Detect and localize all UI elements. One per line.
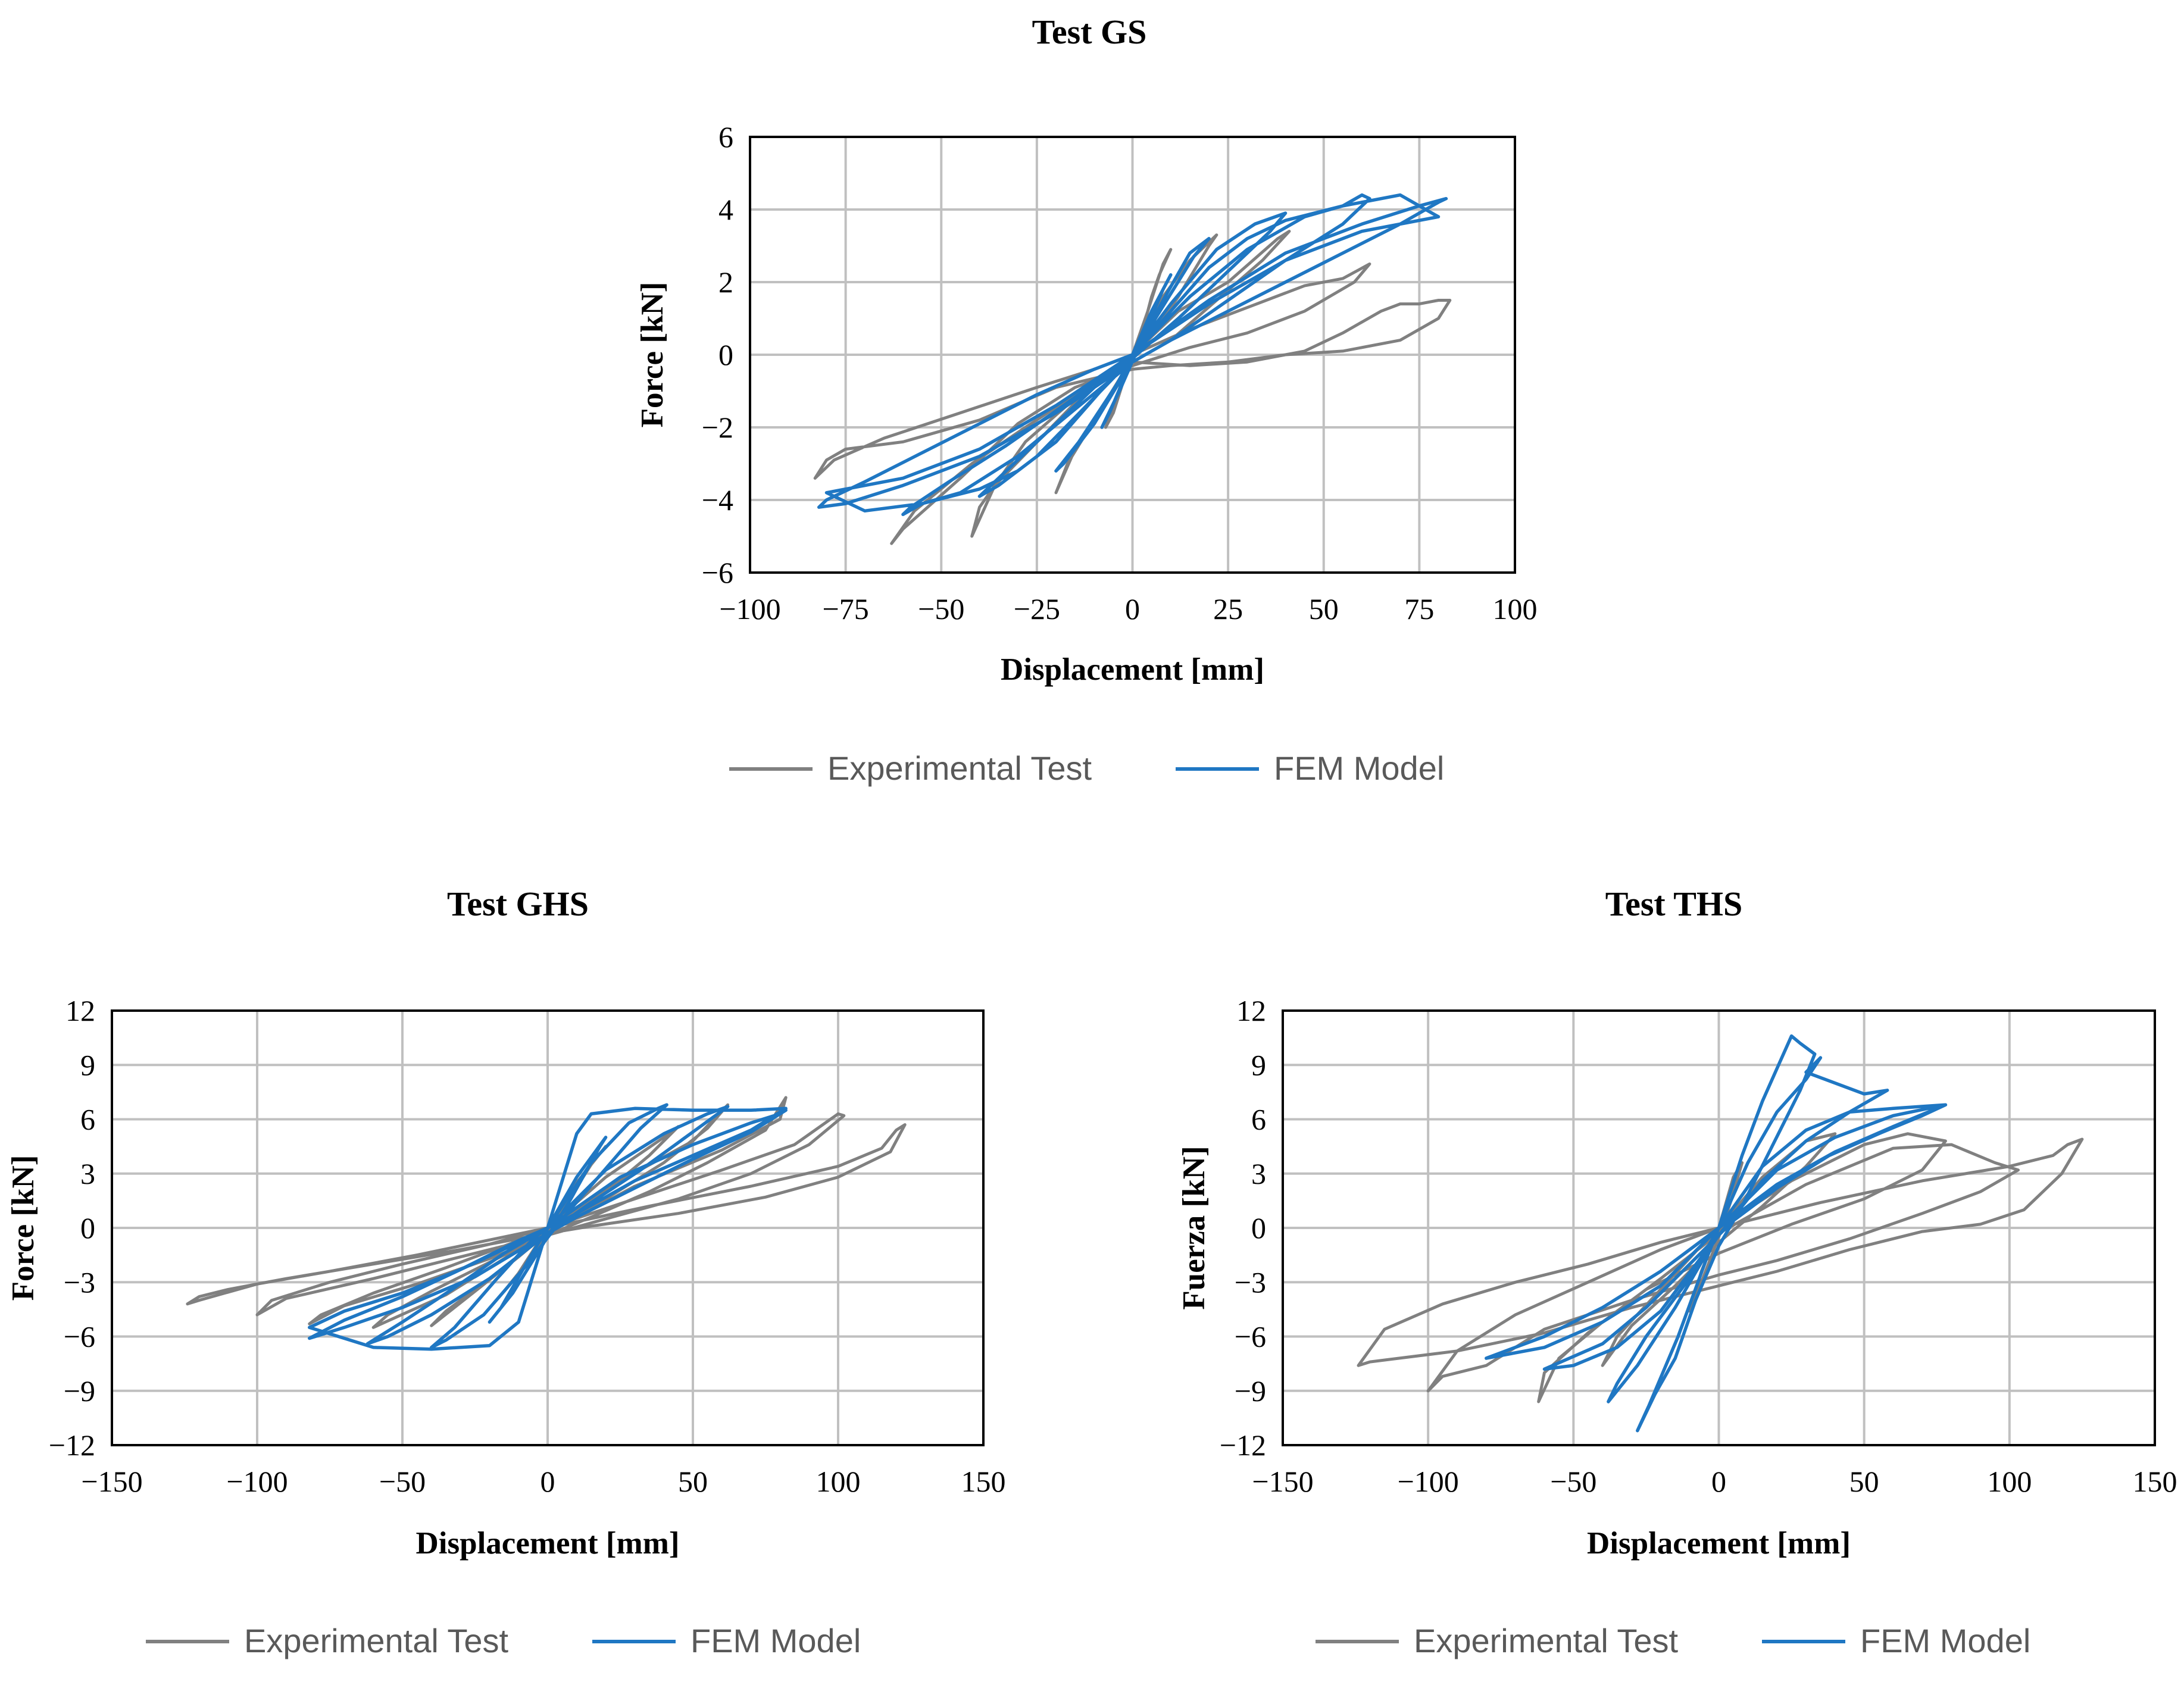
legend-label-fem: FEM Model: [1274, 749, 1444, 787]
y-axis-label: Fuerza [kN]: [1177, 1146, 1211, 1309]
y-tick-label: −6: [702, 556, 733, 589]
y-tick-label: 9: [80, 1048, 95, 1081]
x-tick-label: 100: [816, 1465, 861, 1498]
y-axis-label: Force [kN]: [635, 282, 670, 428]
y-tick-label: 12: [1236, 994, 1266, 1027]
x-tick-label: 50: [1309, 592, 1339, 626]
x-tick-label: −75: [823, 592, 869, 626]
x-tick-label: 50: [678, 1465, 708, 1498]
x-tick-label: 100: [1493, 592, 1538, 626]
y-tick-label: −6: [1235, 1320, 1266, 1353]
y-tick-label: 12: [65, 994, 95, 1027]
y-tick-label: −9: [64, 1374, 95, 1408]
plot-frame: [111, 1009, 985, 1446]
x-tick-label: 75: [1404, 592, 1434, 626]
chart-ths: Test THS −150 −100 −50 0 50 100 150 −12 −9 −6 −3 0 3 6…: [1177, 884, 2177, 1659]
series-fem-model: [1485, 1034, 1948, 1433]
legend: Experimental Test FEM Model: [729, 749, 1444, 787]
x-axis-label: Displacement [mm]: [415, 1526, 679, 1561]
x-tick-label: 0: [1125, 592, 1140, 626]
y-axis-label: Force [kN]: [6, 1155, 40, 1301]
y-tick-label: −12: [49, 1428, 95, 1462]
y-tick-label: −12: [1220, 1428, 1266, 1462]
y-tick-label: 6: [718, 120, 733, 154]
series-experimental-test: [186, 1096, 907, 1329]
x-tick-label: −25: [1014, 592, 1060, 626]
chart-title: Test GHS: [447, 884, 589, 923]
y-tick-label: 6: [1251, 1103, 1266, 1136]
x-tick-label: 25: [1213, 592, 1243, 626]
y-tick-label: −9: [1235, 1374, 1266, 1408]
y-tick-label: 3: [1251, 1157, 1266, 1190]
chart-title: Test GS: [1032, 12, 1147, 51]
chart-title: Test THS: [1605, 884, 1743, 923]
plot-frame: [1282, 1009, 2156, 1446]
x-tick-label: −150: [81, 1465, 142, 1498]
y-tick-label: −2: [702, 411, 733, 444]
x-tick-label: 150: [2133, 1465, 2177, 1498]
y-tick-label: 0: [1251, 1211, 1266, 1245]
plot-frame: [749, 136, 1516, 574]
x-tick-label: −100: [226, 1465, 288, 1498]
legend-label-experimental: Experimental Test: [244, 1622, 509, 1659]
chart-gs: Test GS −100 −75 −50 −25 0 25 50 75 100 −6 −4 −2 0 2 4 6…: [635, 12, 1538, 787]
y-tick-label: −4: [702, 483, 733, 517]
y-tick-label: 0: [80, 1211, 95, 1245]
legend: Experimental Test FEM Model: [146, 1622, 861, 1659]
x-tick-label: −150: [1252, 1465, 1313, 1498]
x-axis-label: Displacement [mm]: [1001, 652, 1264, 687]
series-experimental-test: [1357, 1132, 2084, 1403]
x-tick-label: −50: [1550, 1465, 1596, 1498]
y-tick-label: 6: [80, 1103, 95, 1136]
y-tick-label: 9: [1251, 1048, 1266, 1081]
y-tick-label: 2: [718, 265, 733, 299]
x-tick-label: −100: [719, 592, 780, 626]
x-tick-label: −50: [379, 1465, 426, 1498]
x-tick-label: 100: [1987, 1465, 2032, 1498]
y-tick-label: 4: [718, 193, 733, 226]
series-fem-model: [308, 1103, 788, 1351]
y-tick-label: 0: [718, 338, 733, 371]
legend-label-experimental: Experimental Test: [827, 749, 1092, 787]
y-tick-label: −3: [1235, 1265, 1266, 1299]
legend-label-fem: FEM Model: [690, 1622, 861, 1659]
y-tick-label: −6: [64, 1320, 95, 1353]
legend-label-fem: FEM Model: [1860, 1622, 2030, 1659]
series-fem-model: [817, 193, 1448, 517]
x-tick-label: 0: [540, 1465, 555, 1498]
legend-label-experimental: Experimental Test: [1414, 1622, 1679, 1659]
y-tick-label: −3: [64, 1265, 95, 1299]
x-tick-label: −100: [1398, 1465, 1459, 1498]
legend: Experimental Test FEM Model: [1316, 1622, 2030, 1659]
x-tick-label: 50: [1849, 1465, 1879, 1498]
y-tick-label: 3: [80, 1157, 95, 1190]
x-tick-label: 150: [961, 1465, 1006, 1498]
chart-ghs: Test GHS −150 −100 −50 0 50 100 150 −12 −9 −6 −3 0 3 6…: [6, 884, 1006, 1659]
x-tick-label: 0: [1711, 1465, 1726, 1498]
x-axis-label: Displacement [mm]: [1587, 1526, 1851, 1561]
x-tick-label: −50: [918, 592, 964, 626]
